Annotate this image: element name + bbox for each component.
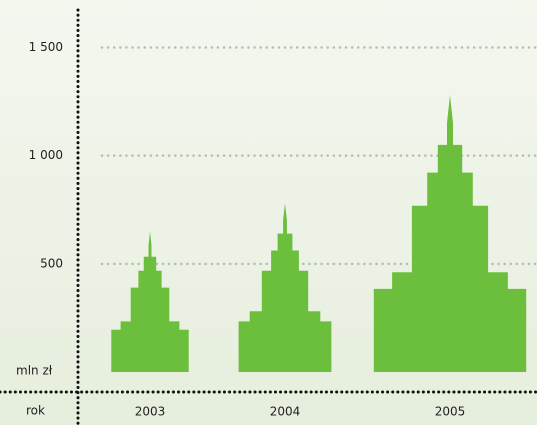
bar [111,231,189,372]
y-tick-label: 1 000 [29,148,63,162]
bar [238,203,332,372]
x-tick-label: 2003 [135,405,166,419]
bar [373,95,527,372]
y-axis-label: mln zł [16,364,53,378]
x-tick-label: 2004 [270,405,301,419]
y-tick-label: 500 [40,256,63,270]
x-axis-label: rok [26,404,45,418]
x-tick-label: 2005 [435,405,466,419]
y-tick-label: 1 500 [29,40,63,54]
